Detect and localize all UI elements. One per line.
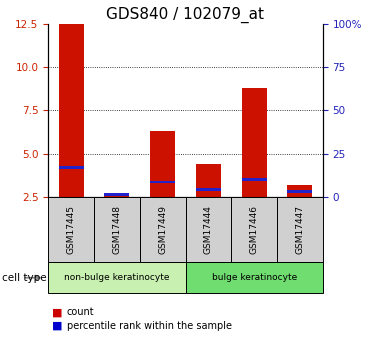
Bar xyxy=(196,188,221,191)
Text: GSM17445: GSM17445 xyxy=(67,205,76,254)
Text: GSM17449: GSM17449 xyxy=(158,205,167,254)
Text: ■: ■ xyxy=(52,307,62,317)
Bar xyxy=(196,164,221,197)
Text: cell type: cell type xyxy=(2,273,46,283)
Bar xyxy=(287,185,312,197)
Bar xyxy=(242,88,267,197)
Text: GSM17447: GSM17447 xyxy=(295,205,304,254)
Text: GSM17444: GSM17444 xyxy=(204,205,213,254)
Bar xyxy=(59,24,84,197)
Text: count: count xyxy=(67,307,94,317)
Bar xyxy=(150,131,175,197)
Text: ■: ■ xyxy=(52,321,62,331)
Bar xyxy=(150,180,175,184)
Bar xyxy=(104,193,129,196)
Text: GSM17448: GSM17448 xyxy=(112,205,121,254)
Title: GDS840 / 102079_at: GDS840 / 102079_at xyxy=(106,7,265,23)
Bar xyxy=(287,190,312,193)
Text: bulge keratinocyte: bulge keratinocyte xyxy=(211,273,297,282)
Text: GSM17446: GSM17446 xyxy=(250,205,259,254)
Bar xyxy=(59,166,84,169)
Bar xyxy=(104,193,129,197)
Text: percentile rank within the sample: percentile rank within the sample xyxy=(67,321,232,331)
Text: non-bulge keratinocyte: non-bulge keratinocyte xyxy=(64,273,170,282)
Bar xyxy=(242,178,267,181)
